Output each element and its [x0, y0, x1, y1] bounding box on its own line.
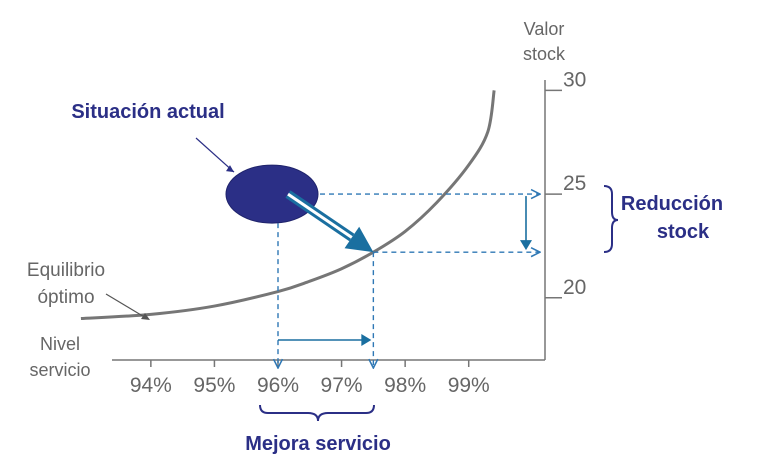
x-tick-label: 97%	[321, 374, 363, 397]
improvement-arrow-head	[344, 226, 374, 253]
x-axis-label-line-2: servicio	[29, 360, 90, 380]
stock-reduction-label-line-1: Reducción	[621, 193, 723, 215]
y-tick-label: 25	[563, 172, 586, 195]
efficiency-curve	[80, 90, 496, 321]
optimal-label-line-2: óptimo	[37, 287, 94, 308]
x-tick-label: 96%	[257, 374, 299, 397]
current-situation-pointer	[195, 137, 235, 173]
y-axis-label-line-2: stock	[523, 44, 566, 64]
y-axis-label-line-1: Valor	[524, 19, 565, 39]
x-tick-label: 95%	[193, 374, 235, 397]
stock-reduction-brace	[603, 185, 619, 253]
y-ticks: 30 25 20	[545, 68, 586, 299]
guide-lines	[278, 194, 540, 368]
x-tick-label: 99%	[448, 374, 490, 397]
service-improvement-brace	[259, 404, 375, 422]
stock-reduction-arrow-head	[520, 240, 532, 251]
x-ticks: 94% 95% 96% 97% 98% 99%	[130, 360, 490, 397]
x-tick-label: 98%	[384, 374, 426, 397]
service-improvement-arrow-head	[361, 334, 372, 346]
current-situation-ellipse	[225, 164, 319, 224]
optimal-label-line-1: Equilibrio	[27, 260, 105, 281]
y-tick-label: 30	[563, 68, 586, 91]
optimal-pointer-head	[141, 313, 150, 320]
improvement-arrow-inner	[287, 192, 353, 239]
service-improvement-label: Mejora servicio	[245, 433, 391, 455]
y-tick-label: 20	[563, 276, 586, 299]
current-situation-pointer-head	[226, 165, 234, 173]
x-tick-label: 94%	[130, 374, 172, 397]
optimal-pointer	[105, 293, 147, 319]
current-situation-label: Situación actual	[71, 101, 224, 123]
label-pointers	[105, 137, 235, 320]
improvement-arrow	[285, 190, 374, 253]
x-axis-label-line-1: Nivel	[40, 334, 80, 354]
stock-reduction-label-line-2: stock	[657, 221, 710, 243]
